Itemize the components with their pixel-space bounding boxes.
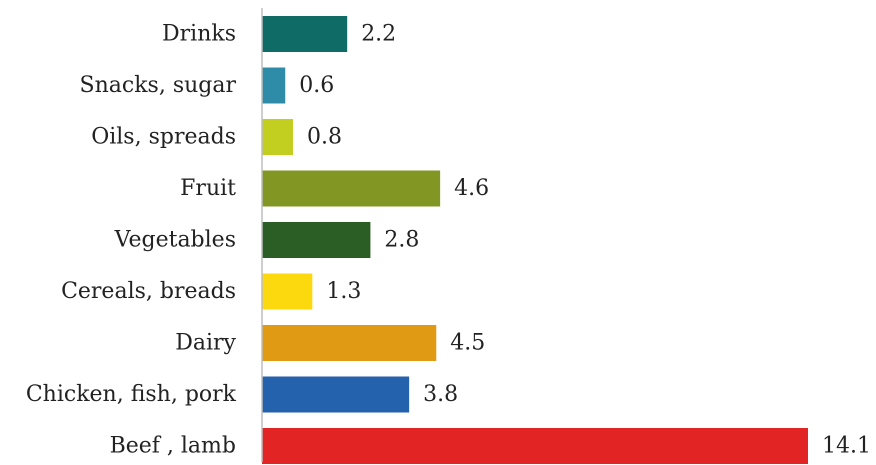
bar-cereals-breads — [262, 273, 313, 310]
bars-layer — [262, 16, 808, 464]
value-label-oils-spreads: 0.8 — [307, 125, 342, 150]
bar-chicken-fish-pork — [262, 376, 410, 413]
value-label-vegetables: 2.8 — [384, 228, 419, 253]
bar-drinks — [262, 16, 348, 52]
category-label-chicken-fish-pork: Chicken, fish, pork — [26, 382, 237, 407]
bar-beef-lamb — [262, 428, 808, 464]
value-label-cereals-breads: 1.3 — [326, 279, 361, 304]
category-label-snacks-sugar: Snacks, sugar — [80, 73, 237, 98]
bar-oils-spreads — [262, 119, 293, 155]
value-label-dairy: 4.5 — [450, 331, 485, 356]
category-label-fruit: Fruit — [180, 176, 236, 201]
category-label-vegetables: Vegetables — [114, 228, 236, 253]
value-label-chicken-fish-pork: 3.8 — [423, 382, 458, 407]
value-label-fruit: 4.6 — [454, 176, 489, 201]
bar-vegetables — [262, 222, 371, 258]
category-label-drinks: Drinks — [162, 22, 236, 47]
labels-layer: Drinks 2.2 Snacks, sugar 0.6 Oils, spreads 0.… — [26, 22, 871, 459]
value-label-drinks: 2.2 — [361, 22, 396, 47]
bar-dairy — [262, 325, 437, 361]
value-label-beef-lamb: 14.1 — [822, 434, 871, 459]
category-label-cereals-breads: Cereals, breads — [61, 279, 236, 304]
value-label-snacks-sugar: 0.6 — [299, 73, 334, 98]
category-label-dairy: Dairy — [175, 331, 236, 356]
bar-fruit — [262, 170, 441, 207]
bar-snacks-sugar — [262, 67, 286, 104]
category-label-beef-lamb: Beef , lamb — [110, 434, 236, 459]
category-label-oils-spreads: Oils, spreads — [91, 125, 236, 150]
